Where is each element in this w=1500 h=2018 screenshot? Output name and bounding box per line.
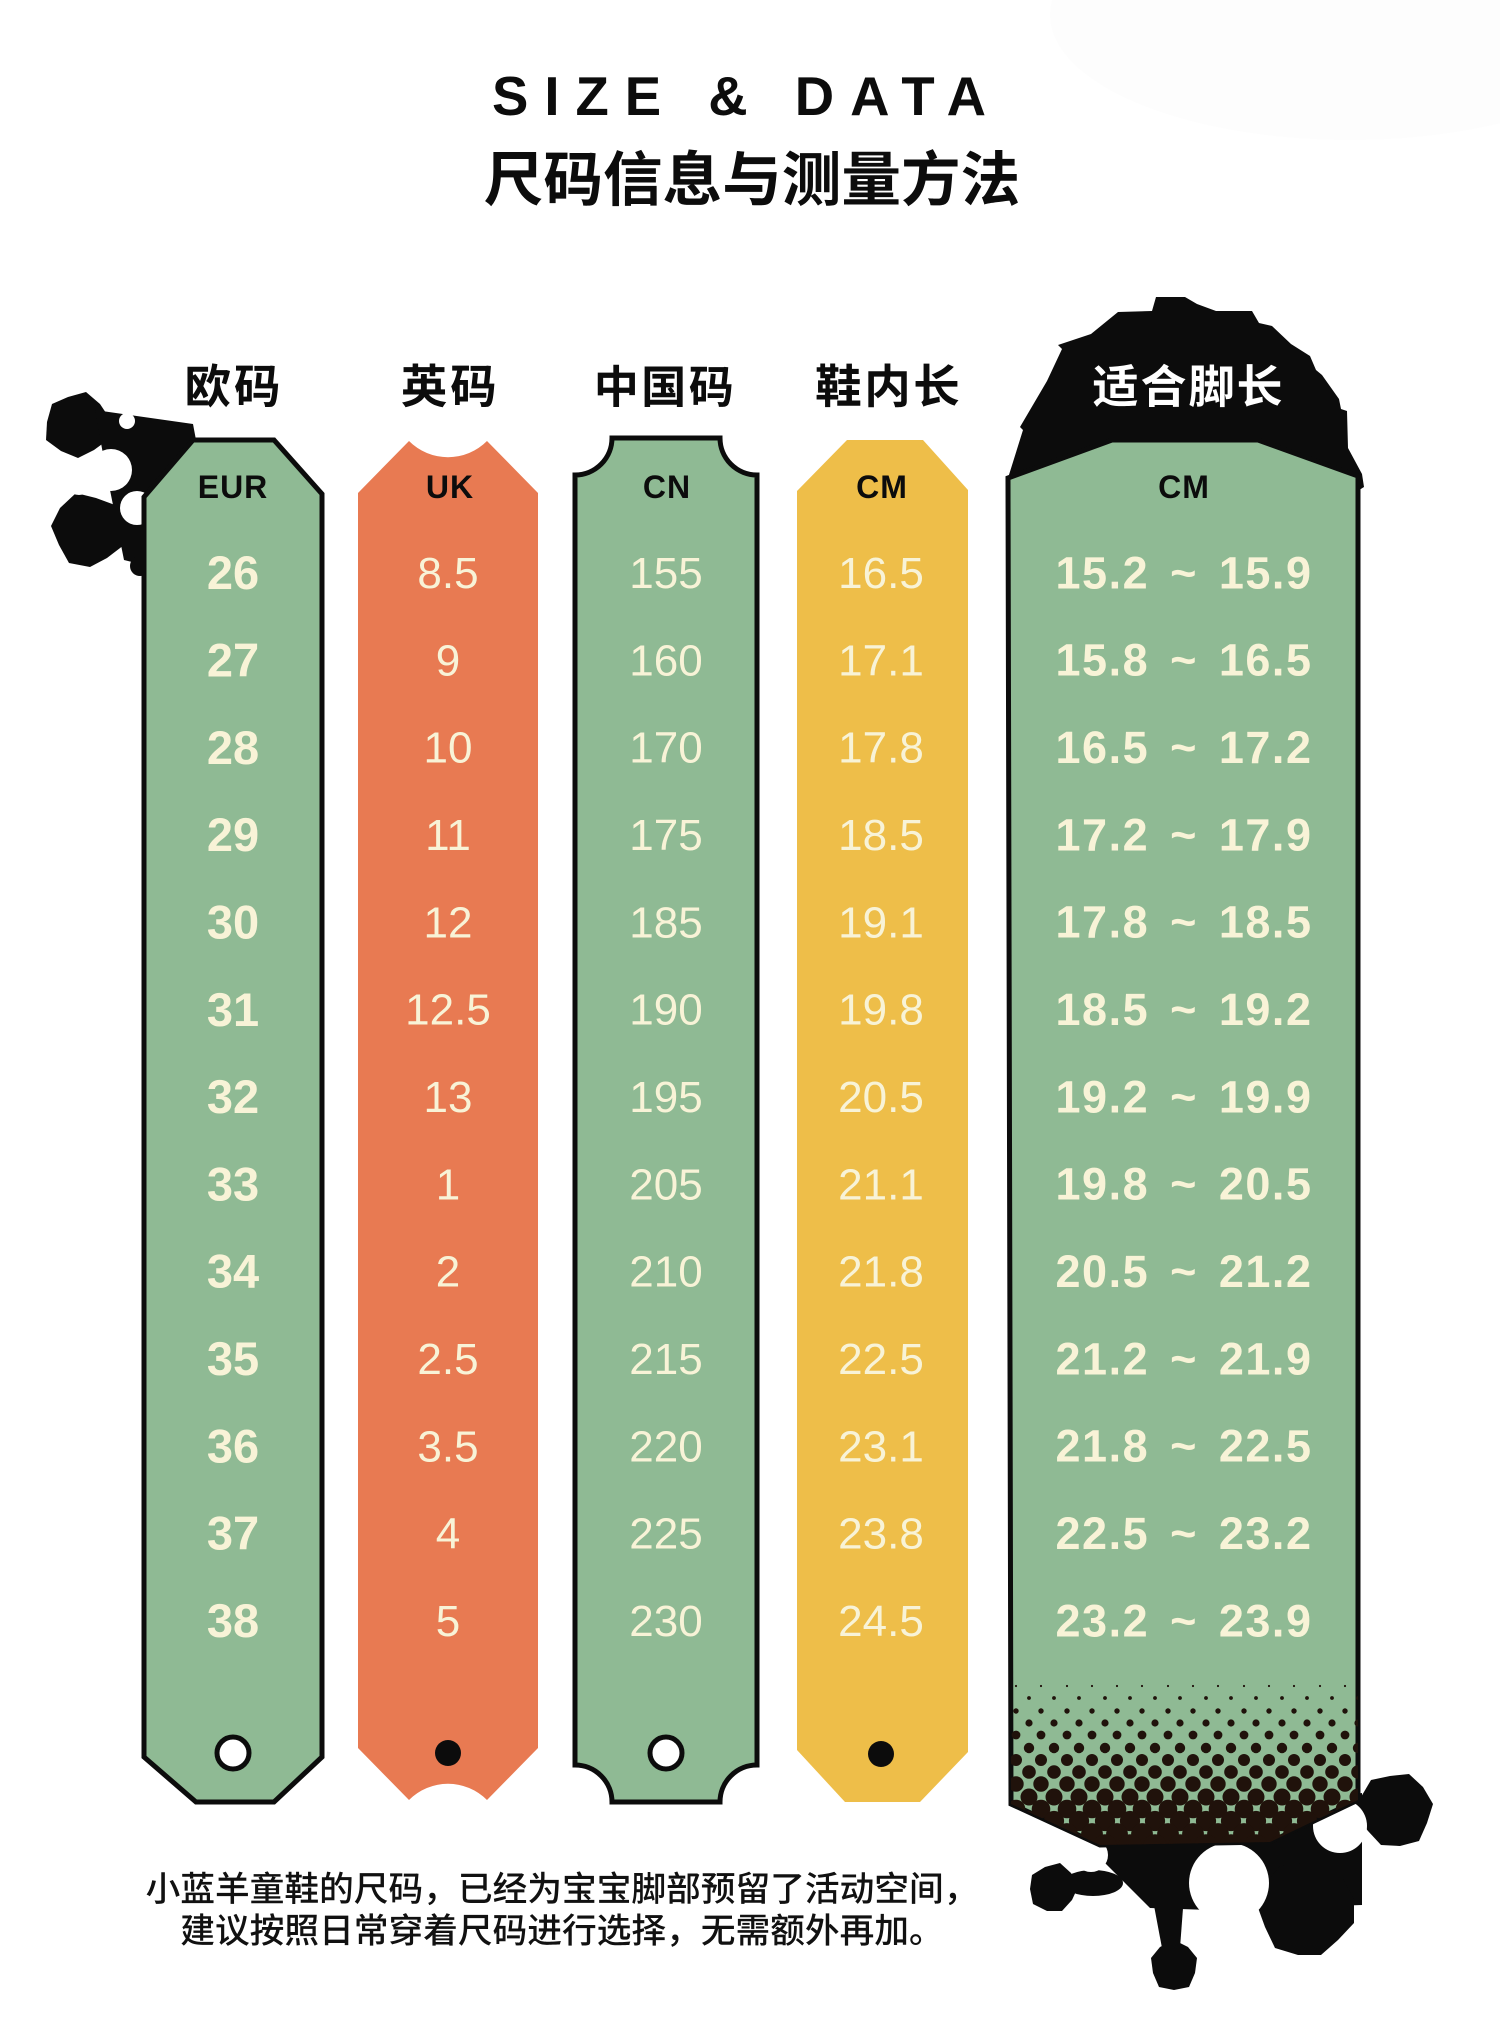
svg-text:33: 33 xyxy=(207,1157,259,1210)
svg-text:12.5: 12.5 xyxy=(405,986,491,1035)
svg-text:31: 31 xyxy=(207,983,259,1036)
svg-text:210: 210 xyxy=(629,1248,702,1297)
svg-text:220: 220 xyxy=(629,1422,702,1471)
svg-text:16.5: 16.5 xyxy=(838,549,924,598)
svg-text:19.8: 19.8 xyxy=(838,986,924,1035)
svg-text:22.5 ~ 23.2: 22.5 ~ 23.2 xyxy=(1056,1508,1313,1559)
svg-text:23.2 ~ 23.9: 23.2 ~ 23.9 xyxy=(1056,1595,1313,1646)
svg-text:175: 175 xyxy=(629,811,702,860)
svg-text:3.5: 3.5 xyxy=(417,1422,478,1471)
svg-text:155: 155 xyxy=(629,549,702,598)
svg-text:205: 205 xyxy=(629,1160,702,1209)
svg-text:12: 12 xyxy=(424,898,473,947)
svg-text:21.8: 21.8 xyxy=(838,1248,924,1297)
svg-text:17.1: 17.1 xyxy=(838,636,924,685)
svg-text:185: 185 xyxy=(629,898,702,947)
svg-text:170: 170 xyxy=(629,724,702,773)
svg-text:13: 13 xyxy=(424,1073,473,1122)
svg-text:21.2 ~ 21.9: 21.2 ~ 21.9 xyxy=(1056,1333,1313,1384)
svg-text:19.1: 19.1 xyxy=(838,898,924,947)
svg-text:27: 27 xyxy=(207,633,259,686)
svg-text:38: 38 xyxy=(207,1594,259,1647)
svg-text:4: 4 xyxy=(436,1510,460,1559)
svg-text:190: 190 xyxy=(629,986,702,1035)
svg-text:28: 28 xyxy=(207,721,259,774)
svg-text:17.8: 17.8 xyxy=(838,724,924,773)
svg-text:1: 1 xyxy=(436,1160,460,1209)
svg-text:195: 195 xyxy=(629,1073,702,1122)
svg-text:15.8 ~ 16.5: 15.8 ~ 16.5 xyxy=(1056,635,1313,686)
svg-text:18.5 ~ 19.2: 18.5 ~ 19.2 xyxy=(1056,984,1313,1035)
svg-text:36: 36 xyxy=(207,1419,259,1472)
svg-text:30: 30 xyxy=(207,895,259,948)
svg-text:23.1: 23.1 xyxy=(838,1422,924,1471)
svg-text:18.5: 18.5 xyxy=(838,811,924,860)
svg-text:15.2 ~ 15.9: 15.2 ~ 15.9 xyxy=(1056,547,1313,598)
svg-text:21.8 ~ 22.5: 21.8 ~ 22.5 xyxy=(1056,1421,1313,1472)
svg-text:160: 160 xyxy=(629,636,702,685)
svg-text:2: 2 xyxy=(436,1248,460,1297)
svg-text:225: 225 xyxy=(629,1510,702,1559)
svg-text:23.8: 23.8 xyxy=(838,1510,924,1559)
svg-text:17.2 ~ 17.9: 17.2 ~ 17.9 xyxy=(1056,809,1313,860)
svg-text:CM: CM xyxy=(1158,469,1210,505)
svg-text:22.5: 22.5 xyxy=(838,1335,924,1384)
svg-text:32: 32 xyxy=(207,1070,259,1123)
svg-text:26: 26 xyxy=(207,546,259,599)
svg-text:19.2 ~ 19.9: 19.2 ~ 19.9 xyxy=(1056,1071,1313,1122)
svg-text:20.5: 20.5 xyxy=(838,1073,924,1122)
svg-text:5: 5 xyxy=(436,1597,460,1646)
svg-text:CM: CM xyxy=(856,469,908,505)
svg-text:10: 10 xyxy=(424,724,473,773)
svg-text:16.5 ~ 17.2: 16.5 ~ 17.2 xyxy=(1056,722,1313,773)
svg-text:35: 35 xyxy=(207,1332,259,1385)
svg-text:EUR: EUR xyxy=(198,469,269,505)
svg-text:37: 37 xyxy=(207,1507,259,1560)
svg-text:8.5: 8.5 xyxy=(417,549,478,598)
svg-text:230: 230 xyxy=(629,1597,702,1646)
svg-text:29: 29 xyxy=(207,808,259,861)
svg-text:19.8 ~ 20.5: 19.8 ~ 20.5 xyxy=(1056,1159,1313,1210)
svg-text:215: 215 xyxy=(629,1335,702,1384)
svg-text:24.5: 24.5 xyxy=(838,1597,924,1646)
svg-text:2.5: 2.5 xyxy=(417,1335,478,1384)
svg-text:CN: CN xyxy=(643,469,691,505)
svg-text:SIZE & DATA: SIZE & DATA xyxy=(492,66,1002,127)
svg-text:11: 11 xyxy=(425,811,471,860)
svg-text:17.8 ~ 18.5: 17.8 ~ 18.5 xyxy=(1056,897,1313,948)
svg-text:20.5 ~ 21.2: 20.5 ~ 21.2 xyxy=(1056,1246,1313,1297)
svg-text:21.1: 21.1 xyxy=(838,1160,924,1209)
svg-text:UK: UK xyxy=(426,469,474,505)
svg-text:34: 34 xyxy=(207,1245,259,1298)
svg-text:9: 9 xyxy=(436,636,460,685)
